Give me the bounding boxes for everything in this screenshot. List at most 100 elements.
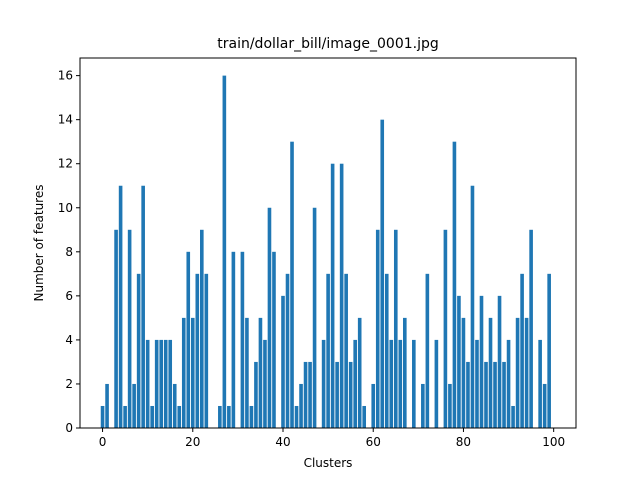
bar [218, 405, 222, 428]
bar [258, 317, 263, 428]
bar [254, 361, 258, 428]
x-tick-label: 60 [366, 435, 381, 449]
bar [484, 361, 488, 428]
bar [177, 405, 182, 428]
bar [353, 339, 357, 428]
bar [384, 273, 389, 428]
y-tick-label: 4 [65, 333, 73, 347]
bar [321, 339, 326, 428]
bar [231, 251, 236, 428]
bar [249, 405, 254, 428]
bar [168, 339, 173, 428]
bar [538, 339, 542, 428]
bar [114, 229, 118, 428]
bar [267, 207, 272, 428]
bar [240, 251, 245, 428]
bar [163, 339, 168, 428]
bar [272, 251, 276, 428]
bar [154, 339, 159, 428]
bar [308, 361, 312, 428]
bar [132, 383, 136, 428]
y-tick-label: 0 [65, 421, 73, 435]
bar [357, 317, 362, 428]
bar [380, 119, 385, 429]
y-tick-label: 14 [58, 113, 73, 127]
bar [245, 317, 249, 428]
bar [403, 317, 407, 428]
bars-group [100, 75, 551, 429]
bar [172, 383, 177, 428]
bar [425, 273, 430, 428]
bar [524, 317, 529, 428]
y-axis-ticks: 0 2 4 6 8 10 12 14 16 [58, 69, 80, 435]
bar [299, 383, 303, 428]
bar [448, 383, 452, 428]
bar [542, 383, 547, 428]
bar [421, 383, 425, 428]
bar [497, 295, 502, 428]
bar [312, 207, 317, 428]
y-tick-label: 12 [58, 157, 73, 171]
bar [294, 405, 299, 428]
bar [371, 383, 376, 428]
x-tick-label: 100 [542, 435, 565, 449]
bar [127, 229, 132, 428]
chart-title: train/dollar_bill/image_0001.jpg [217, 36, 439, 52]
bar [290, 141, 294, 428]
bar [105, 383, 109, 428]
bar [118, 185, 123, 428]
bar [150, 405, 154, 428]
bar [204, 273, 209, 428]
bar [502, 361, 506, 428]
bar [479, 295, 484, 428]
bar [330, 163, 335, 428]
bar [529, 229, 533, 428]
bar [412, 339, 416, 428]
x-tick-label: 40 [275, 435, 290, 449]
bar [326, 273, 330, 428]
x-tick-label: 0 [99, 435, 107, 449]
bar [227, 405, 231, 428]
y-tick-label: 8 [65, 245, 73, 259]
bar [375, 229, 380, 428]
bar [488, 317, 493, 428]
x-axis-label: Clusters [304, 456, 353, 470]
bar [515, 317, 520, 428]
bar [393, 229, 398, 428]
bar [344, 273, 348, 428]
bar [195, 273, 200, 428]
bar [443, 229, 448, 428]
y-tick-label: 16 [58, 69, 73, 83]
bar [136, 273, 141, 428]
bar [452, 141, 457, 428]
y-tick-label: 2 [65, 377, 73, 391]
bar [398, 339, 403, 428]
x-tick-label: 80 [456, 435, 471, 449]
bar [461, 317, 466, 428]
bar [547, 273, 551, 428]
bar [222, 75, 227, 429]
bar [335, 361, 339, 428]
bar [263, 339, 267, 428]
y-axis-label: Number of features [32, 185, 46, 302]
bar [281, 295, 285, 428]
bar [389, 339, 394, 428]
bar [285, 273, 290, 428]
bar [159, 339, 164, 428]
bar [466, 361, 470, 428]
plot-frame [79, 57, 577, 429]
bar [303, 361, 308, 428]
bar [339, 163, 344, 428]
y-tick-label: 6 [65, 289, 73, 303]
bar [470, 185, 475, 428]
bar [506, 339, 511, 428]
x-axis-ticks: 0 20 40 60 80 100 [99, 428, 565, 449]
x-tick-label: 20 [185, 435, 200, 449]
bar [434, 339, 439, 428]
bar [145, 339, 150, 428]
bar [190, 317, 195, 428]
y-tick-label: 10 [58, 201, 73, 215]
bar [511, 405, 515, 428]
bar [100, 405, 105, 428]
